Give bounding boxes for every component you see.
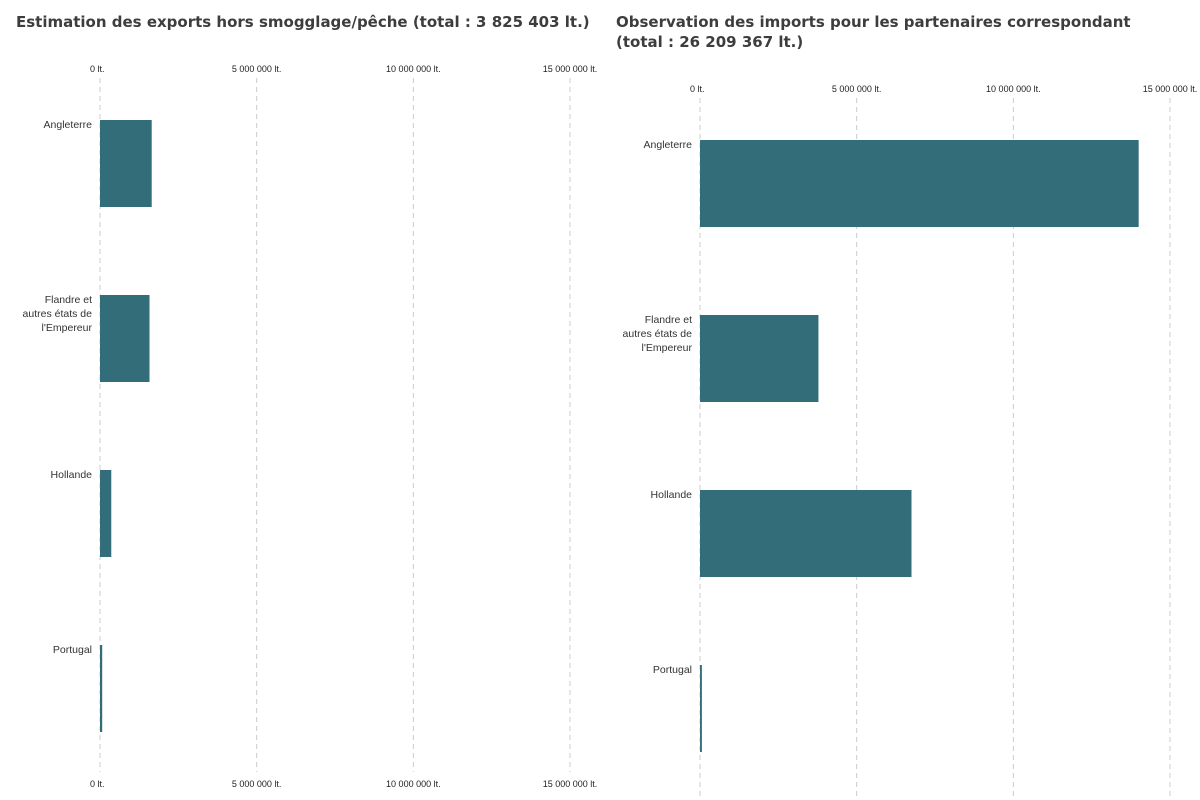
x-tick-label-top: 15 000 000 lt.	[1143, 84, 1198, 94]
category-label: Portugal	[53, 644, 92, 656]
category-label: Angleterre	[44, 119, 93, 131]
category-label: Angleterre	[644, 139, 693, 151]
bar	[700, 140, 1139, 227]
category-label: Hollande	[651, 489, 693, 501]
category-label: Flandre et autres états de l'Empereur	[623, 314, 693, 354]
bar	[100, 120, 152, 207]
x-tick-label-top: 5 000 000 lt.	[232, 64, 282, 74]
chart-title-imports: Observation des imports pour les partena…	[616, 13, 1131, 51]
x-tick-label-top: 0 lt.	[90, 64, 105, 74]
x-tick-label-top: 0 lt.	[690, 84, 705, 94]
bar	[100, 645, 103, 732]
category-label: Hollande	[51, 469, 93, 481]
category-label: Portugal	[653, 664, 692, 676]
x-tick-label-top: 10 000 000 lt.	[986, 84, 1041, 94]
bar	[700, 490, 912, 577]
bar	[100, 470, 112, 557]
x-tick-label-top: 10 000 000 lt.	[386, 64, 441, 74]
category-label: Flandre et autres états de l'Empereur	[23, 294, 93, 334]
x-tick-label-top: 5 000 000 lt.	[832, 84, 882, 94]
x-tick-label-bottom: 5 000 000 lt.	[232, 779, 282, 789]
x-tick-label-bottom: 15 000 000 lt.	[543, 779, 598, 789]
chart-title-exports: Estimation des exports hors smogglage/pê…	[16, 13, 590, 31]
x-tick-label-bottom: 10 000 000 lt.	[386, 779, 441, 789]
bar	[700, 315, 819, 402]
bar	[700, 665, 702, 752]
x-tick-label-top: 15 000 000 lt.	[543, 64, 598, 74]
bar	[100, 295, 150, 382]
x-tick-label-bottom: 0 lt.	[90, 779, 105, 789]
